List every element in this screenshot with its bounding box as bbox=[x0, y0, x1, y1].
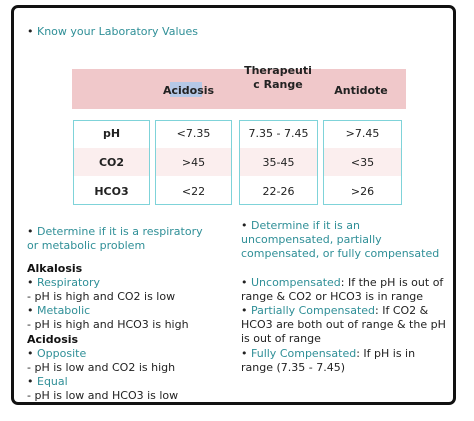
item-fully-compensated: • Fully Compensated: If pH is in bbox=[241, 347, 416, 360]
cell-co2-antidote: <35 bbox=[350, 156, 375, 169]
item-respiratory: • Respiratory bbox=[27, 276, 101, 289]
desc-respiratory: - pH is high and CO2 is low bbox=[27, 290, 176, 303]
desc-fully-compensated: range (7.35 - 7.45) bbox=[241, 361, 346, 374]
item-equal: • Equal bbox=[27, 375, 68, 388]
cell-ph-range: 7.35 - 7.45 bbox=[248, 127, 309, 140]
desc-uncompensated: range & CO2 or HCO3 is in range bbox=[241, 290, 424, 303]
cell-hco3-antidote: >26 bbox=[350, 185, 375, 198]
right-question-line1: • Determine if it is an bbox=[241, 219, 360, 232]
cell-hco3-range: 22-26 bbox=[262, 185, 295, 198]
cell-hco3-acidosis: <22 bbox=[181, 185, 206, 198]
row-label-hco3: HCO3 bbox=[94, 185, 129, 198]
row-label-co2: CO2 bbox=[98, 156, 125, 169]
bullet: • bbox=[27, 25, 34, 38]
desc-partially-line3: is out of range bbox=[241, 332, 321, 345]
desc-opposite: - pH is low and CO2 is high bbox=[27, 361, 176, 374]
heading-acidosis: Acidosis bbox=[27, 333, 79, 346]
item-uncompensated: • Uncompensated: If the pH is out of bbox=[241, 276, 444, 289]
cell-co2-range: 35-45 bbox=[262, 156, 295, 169]
heading-alkalosis: Alkalosis bbox=[27, 262, 83, 275]
item-metabolic: • Metabolic bbox=[27, 304, 91, 317]
text-highlight bbox=[170, 82, 202, 97]
row-band bbox=[324, 148, 401, 176]
header-therapeutic-line1: Therapeuti bbox=[244, 64, 312, 77]
desc-metabolic: - pH is high and HCO3 is high bbox=[27, 318, 189, 331]
title-line: • Know your Laboratory Values bbox=[27, 25, 198, 38]
right-question-line3: compensated, or fully compensated bbox=[241, 247, 440, 260]
cell-ph-acidosis: <7.35 bbox=[176, 127, 211, 140]
item-opposite: • Opposite bbox=[27, 347, 87, 360]
table-header-band bbox=[72, 69, 406, 109]
cell-ph-antidote: >7.45 bbox=[345, 127, 380, 140]
desc-partially-line2: HCO3 are both out of range & the pH bbox=[241, 318, 446, 331]
page-title: Know your Laboratory Values bbox=[37, 25, 198, 38]
row-label-ph: pH bbox=[102, 127, 121, 140]
desc-equal: - pH is low and HCO3 is low bbox=[27, 389, 179, 402]
header-antidote: Antidote bbox=[334, 84, 388, 97]
left-question-line1: • Determine if it is a respiratory bbox=[27, 225, 203, 238]
row-band bbox=[74, 148, 149, 176]
row-band bbox=[240, 148, 317, 176]
header-therapeutic-line2: c Range bbox=[253, 78, 303, 91]
header-acidosis: Acidosis bbox=[163, 84, 215, 97]
right-question-line2: uncompensated, partially bbox=[241, 233, 382, 246]
item-partially-compensated: • Partially Compensated: If CO2 & bbox=[241, 304, 429, 317]
row-band bbox=[156, 148, 231, 176]
left-question-line2: or metabolic problem bbox=[27, 239, 146, 252]
cell-co2-acidosis: >45 bbox=[181, 156, 206, 169]
